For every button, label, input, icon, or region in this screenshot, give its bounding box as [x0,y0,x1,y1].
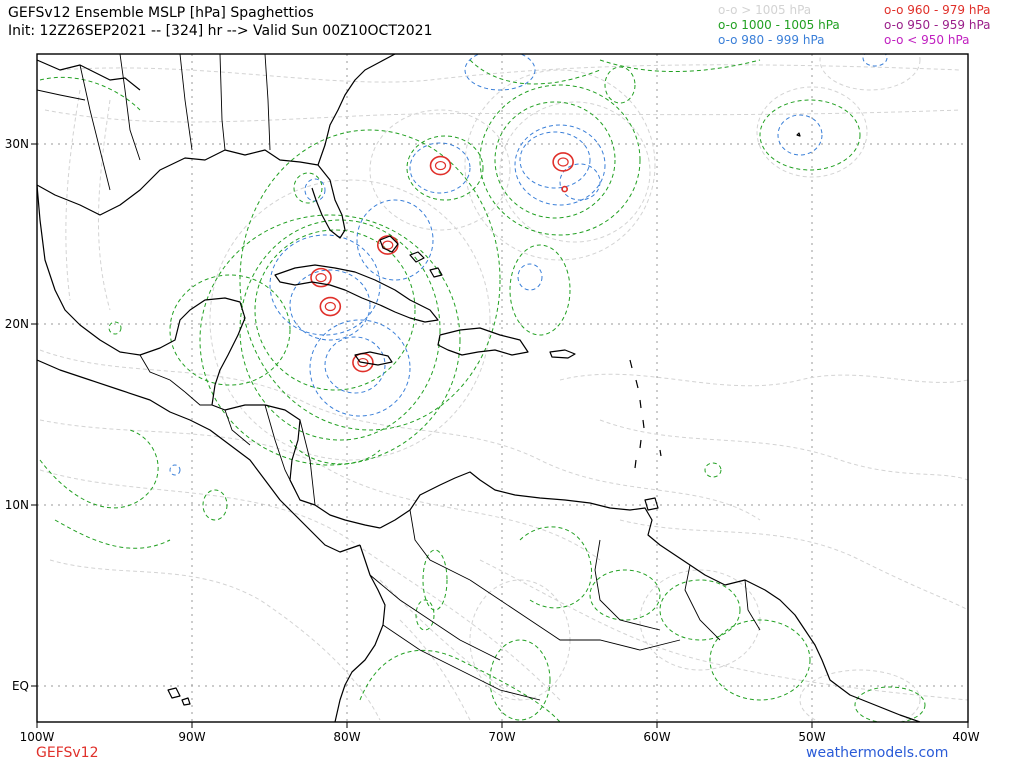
low-center-inner-ring [324,301,336,312]
lon-label-40w: 40W [952,730,979,744]
legend-left: o-o > 1005 hPa o-o 1000 - 1005 hPa o-o 9… [718,3,840,48]
lat-label-10n: 10N [5,498,29,512]
contours-980-999 [169,54,888,476]
low-center-ring [552,152,574,172]
low-center-marker [429,155,452,176]
low-centers-960-979 [310,152,574,373]
legend-item-lt950: o-o < 950 hPa [884,33,970,47]
lon-label-70w: 70W [488,730,515,744]
low-center-marker [319,296,342,317]
legend-item-1000-1005: o-o 1000 - 1005 hPa [718,18,840,32]
low-center-marker [310,267,332,288]
legend-item-980-999: o-o 980 - 999 hPa [718,33,825,47]
contours-1000-1005 [39,59,926,722]
low-center-marker [376,235,399,255]
lat-label-30n: 30N [5,137,29,151]
coastlines [37,54,921,722]
legend-item-gt1005: o-o > 1005 hPa [718,3,812,17]
low-center-inner-ring [315,273,327,283]
lon-label-60w: 60W [643,730,670,744]
axis-ticks [31,143,969,728]
low-center-ring [376,235,399,255]
brand-weathermodels-link[interactable]: weathermodels.com [806,745,949,761]
low-center-ring [429,155,452,176]
low-center-inner-ring [434,160,447,171]
low-center-inner-ring [557,157,569,167]
lat-axis-labels: 30N 20N 10N EQ [5,137,29,693]
title-line-1: GEFSv12 Ensemble MSLP [hPa] Spaghettios [8,5,314,21]
low-center-ring [561,185,568,193]
title-line-2: Init: 12Z26SEP2021 -- [324] hr --> Valid… [8,23,433,39]
legend-right: o-o 960 - 979 hPa o-o 950 - 959 hPa o-o … [884,3,991,48]
low-center-marker [561,185,568,193]
lon-axis-labels: 100W 90W 80W 70W 60W 50W 40W [20,730,980,744]
lat-label-20n: 20N [5,317,29,331]
brand-gefsv12: GEFSv12 [36,745,99,761]
political-borders [37,54,761,701]
low-center-marker [552,152,574,172]
lon-label-90w: 90W [178,730,205,744]
low-center-ring [319,296,342,317]
low-center-inner-ring [357,357,369,368]
lon-label-50w: 50W [798,730,825,744]
lat-label-eq: EQ [12,679,29,693]
contours-gt1005 [39,54,968,722]
lat-lon-grid [37,54,968,722]
lon-label-80w: 80W [333,730,360,744]
legend-item-960-979: o-o 960 - 979 hPa [884,3,991,17]
low-center-inner-ring [382,240,394,250]
low-center-ring [310,267,332,288]
map-plot-area [37,54,968,722]
legend-item-950-959: o-o 950 - 959 hPa [884,18,991,32]
map-title: GEFSv12 Ensemble MSLP [hPa] Spaghettios … [8,4,433,40]
lon-label-100w: 100W [20,730,55,744]
